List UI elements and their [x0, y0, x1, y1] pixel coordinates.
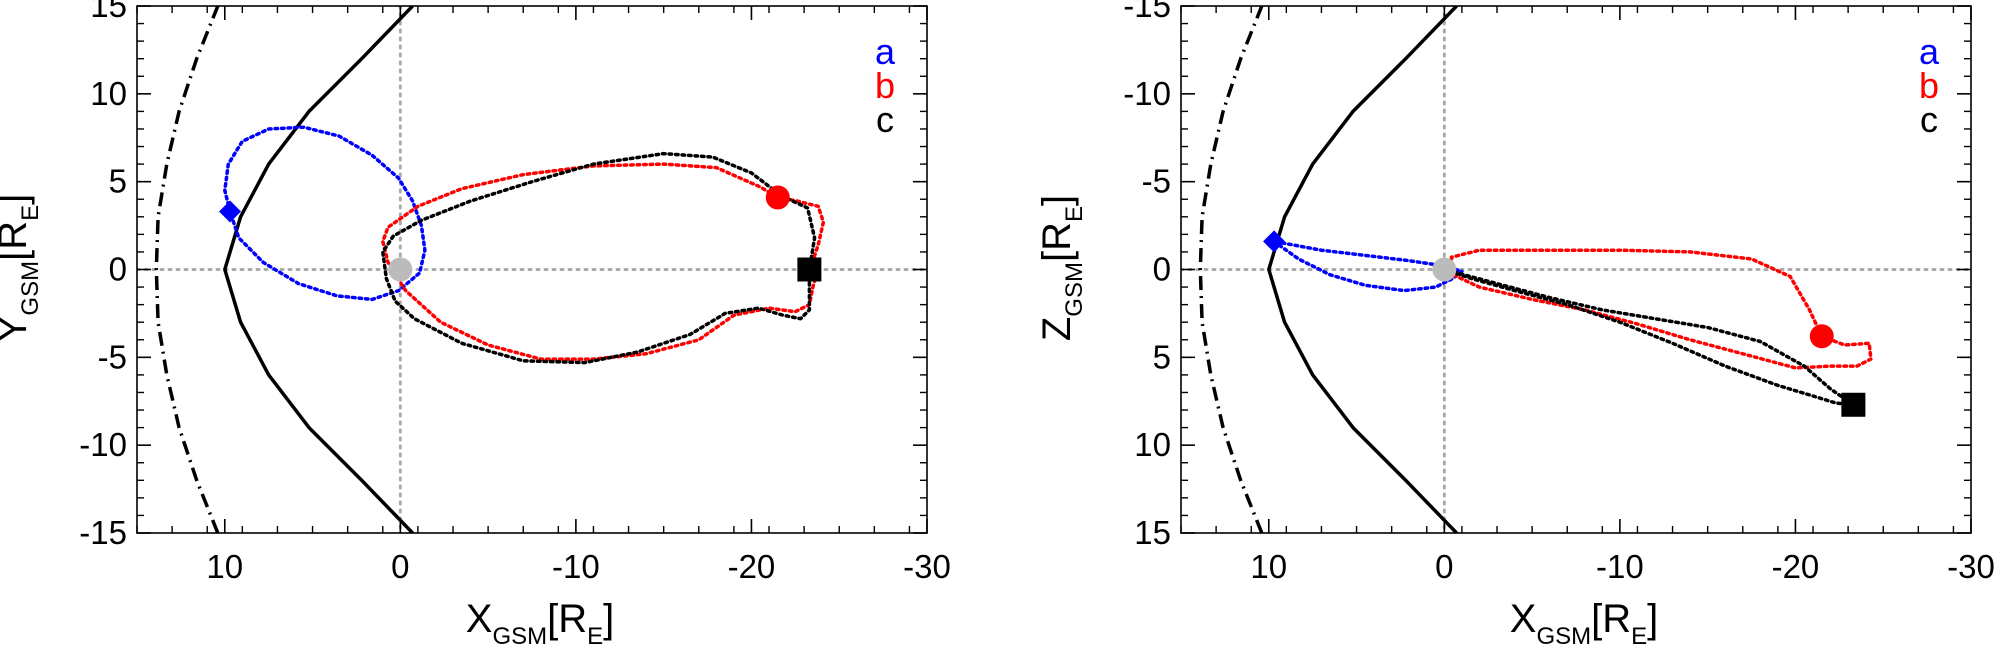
y-axis-label: ZGSM[RE] [1035, 195, 1088, 341]
boundary-solid-line [1267, 6, 1458, 533]
y-axis-label-sub: GSM [17, 261, 44, 316]
marker-a-start [1263, 230, 1286, 253]
y-axis-label-main: Z [1035, 317, 1079, 341]
trajectory-series [223, 125, 826, 365]
marker-b-start [1809, 324, 1834, 349]
y-tick-label: -5 [1142, 163, 1171, 200]
x-tick-label: 0 [391, 548, 409, 585]
x-tick-label: -20 [1772, 548, 1820, 585]
marker-earth [1432, 257, 1457, 282]
y-tick-label: 0 [1153, 251, 1171, 288]
x-axis-label-unit: [R [1591, 597, 1631, 641]
marker-c-start [1841, 392, 1866, 417]
series-a-line [1272, 239, 1464, 293]
boundary-curves [1198, 6, 1458, 533]
y-axis-label-unit: [R [0, 221, 35, 261]
x-tick-label: 10 [1250, 548, 1287, 585]
x-tick-label: -10 [552, 548, 600, 585]
legend-label-b: b [875, 65, 895, 106]
x-axis-label: XGSM[RE] [466, 597, 615, 650]
y-axis-label-unit: [R [1035, 222, 1079, 262]
y-tick-label: 5 [109, 163, 127, 200]
x-tick-label: -10 [1596, 548, 1644, 585]
y-tick-label: -10 [79, 426, 127, 463]
x-axis-label-unit-sub: E [587, 623, 603, 650]
x-axis-label-sub: GSM [1536, 623, 1591, 650]
y-axis-label: YGSM[RE] [0, 194, 44, 343]
x-tick-label: 10 [206, 548, 243, 585]
y-axis-label-main: Y [0, 316, 35, 343]
x-axis-label-close: ] [1647, 597, 1658, 641]
x-axis-label-main: X [1510, 597, 1537, 641]
x-tick-label: -30 [903, 548, 951, 585]
y-tick-label: 15 [90, 0, 127, 24]
marker-a-start [219, 200, 242, 223]
marker-earth [388, 257, 413, 282]
legend-label-c: c [876, 99, 894, 140]
axis-ticks: 10 0 -10 -20 -30 -15 -10 -5 0 5 10 15 [79, 0, 951, 585]
y-tick-label: 5 [1153, 338, 1171, 375]
series-b-line [1449, 248, 1873, 370]
legend-label-a: a [1919, 31, 1940, 72]
legend: abc [1919, 31, 1940, 140]
x-axis-label-main: X [466, 597, 493, 641]
y-tick-label: 0 [109, 251, 127, 288]
x-tick-label: -20 [728, 548, 776, 585]
position-markers [1263, 230, 1866, 417]
legend-label-b: b [1919, 65, 1939, 106]
y-tick-label: 10 [90, 75, 127, 112]
x-axis-label: XGSM[RE] [1510, 597, 1659, 650]
legend-label-c: c [1920, 99, 1938, 140]
x-axis-label-unit-sub: E [1631, 623, 1647, 650]
marker-c-start [797, 257, 822, 282]
legend-label-a: a [875, 31, 896, 72]
position-markers [219, 185, 822, 282]
y-axis-label-close: ] [0, 194, 35, 205]
y-axis-label-close: ] [1035, 195, 1079, 206]
boundary-dashdot-line [1198, 6, 1264, 533]
series-a-line [223, 125, 427, 302]
x-tick-label: 0 [1435, 548, 1453, 585]
axis-ticks: 10 0 -10 -20 -30 15 10 5 0 -5 -10 -15 [1123, 0, 1995, 585]
y-tick-label: 15 [1134, 514, 1171, 551]
y-axis-label-sub: GSM [1061, 262, 1088, 317]
series-c-line [381, 151, 817, 365]
y-tick-label: -5 [98, 338, 127, 375]
legend: abc [875, 31, 896, 140]
marker-b-start [765, 185, 790, 210]
x-tick-label: -30 [1947, 548, 1995, 585]
y-tick-label: -15 [79, 514, 127, 551]
y-tick-label: -10 [1123, 75, 1171, 112]
series-c-line [1442, 267, 1856, 407]
series-b-line [381, 162, 826, 361]
trajectory-series [1272, 239, 1873, 407]
y-axis-label-unit-sub: E [1061, 206, 1088, 222]
y-axis-label-unit-sub: E [17, 205, 44, 221]
x-axis-label-close: ] [603, 597, 614, 641]
boundary-curves [154, 6, 414, 533]
boundary-dashdot-line [154, 6, 220, 533]
boundary-solid-line [223, 6, 414, 533]
x-axis-label-sub: GSM [492, 623, 547, 650]
y-tick-label: 10 [1134, 426, 1171, 463]
y-tick-label: -15 [1123, 0, 1171, 24]
x-axis-label-unit: [R [547, 597, 587, 641]
